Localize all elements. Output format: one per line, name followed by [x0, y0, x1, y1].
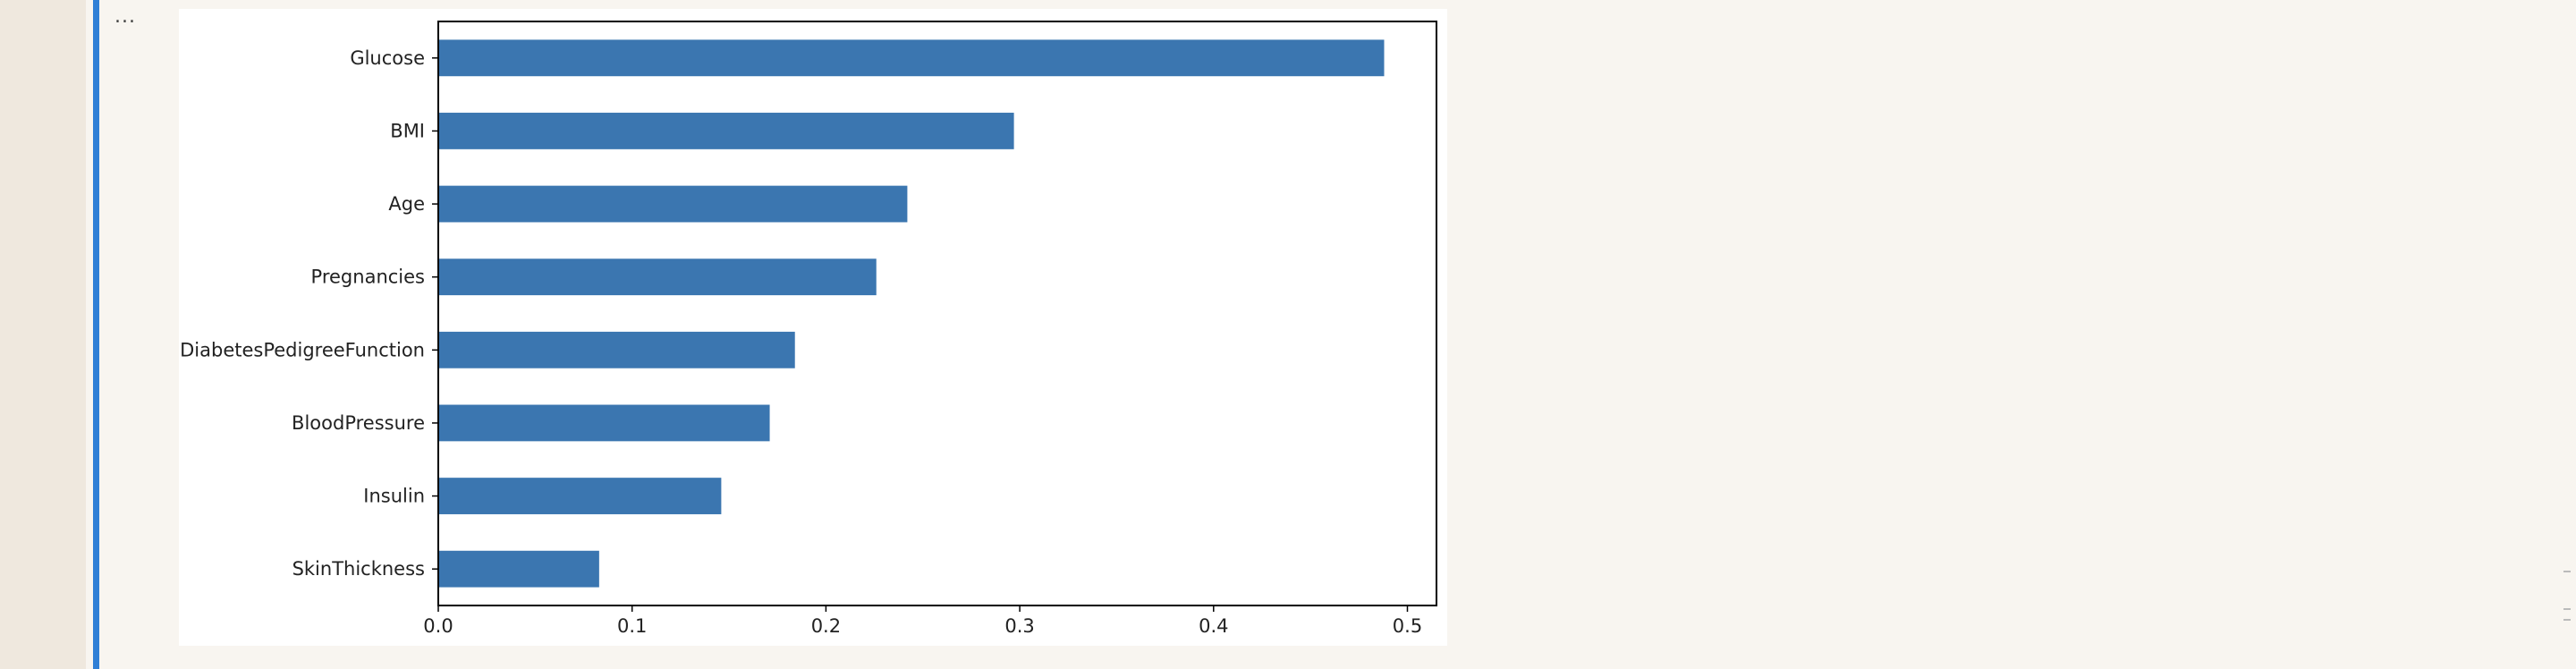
bar-BloodPressure [438, 404, 770, 442]
bar-Pregnancies [438, 258, 877, 296]
axes-frame [437, 21, 1437, 606]
bars-group [438, 39, 1385, 588]
scroll-marker-top [2563, 562, 2571, 581]
x-tick-label: 0.2 [811, 615, 841, 637]
bar-DiabetesPedigreeFunction [438, 331, 795, 368]
x-tick-label: 0.3 [1004, 615, 1034, 637]
y-tick-label: Glucose [350, 47, 425, 69]
y-tick-label: Insulin [363, 486, 425, 507]
bar-Glucose [438, 39, 1385, 77]
selected-cell-indicator[interactable] [93, 0, 99, 669]
x-tick-label: 0.1 [617, 615, 647, 637]
y-tick-label: BloodPressure [292, 412, 425, 434]
y-tick-label: Pregnancies [311, 267, 425, 288]
bar-SkinThickness [438, 550, 599, 588]
x-tick-label: 0.5 [1393, 615, 1422, 637]
scroll-marker-bottom [2563, 599, 2571, 630]
y-axis-ticks: Glucose BMI Age Pregnancies DiabetesPedigree… [180, 47, 438, 580]
x-tick-label: 0.0 [423, 615, 453, 637]
bar-Age [438, 185, 908, 223]
output-collapse-button[interactable]: ... [114, 5, 136, 28]
x-axis-ticks: 0.0 0.1 0.2 0.3 0.4 0.5 [423, 605, 1422, 637]
y-tick-label: SkinThickness [292, 558, 425, 580]
y-tick-label: Age [388, 193, 425, 215]
y-tick-label: BMI [390, 120, 425, 141]
left-gutter [0, 0, 86, 669]
feature-importance-chart: Glucose BMI Age Pregnancies DiabetesPedigree… [180, 21, 1437, 637]
x-tick-label: 0.4 [1199, 615, 1228, 637]
y-tick-label: DiabetesPedigreeFunction [180, 339, 425, 360]
bar-Insulin [438, 478, 722, 514]
cell-output-area: Glucose BMI Age Pregnancies DiabetesPedigree… [179, 9, 1447, 646]
bar-BMI [438, 113, 1014, 149]
